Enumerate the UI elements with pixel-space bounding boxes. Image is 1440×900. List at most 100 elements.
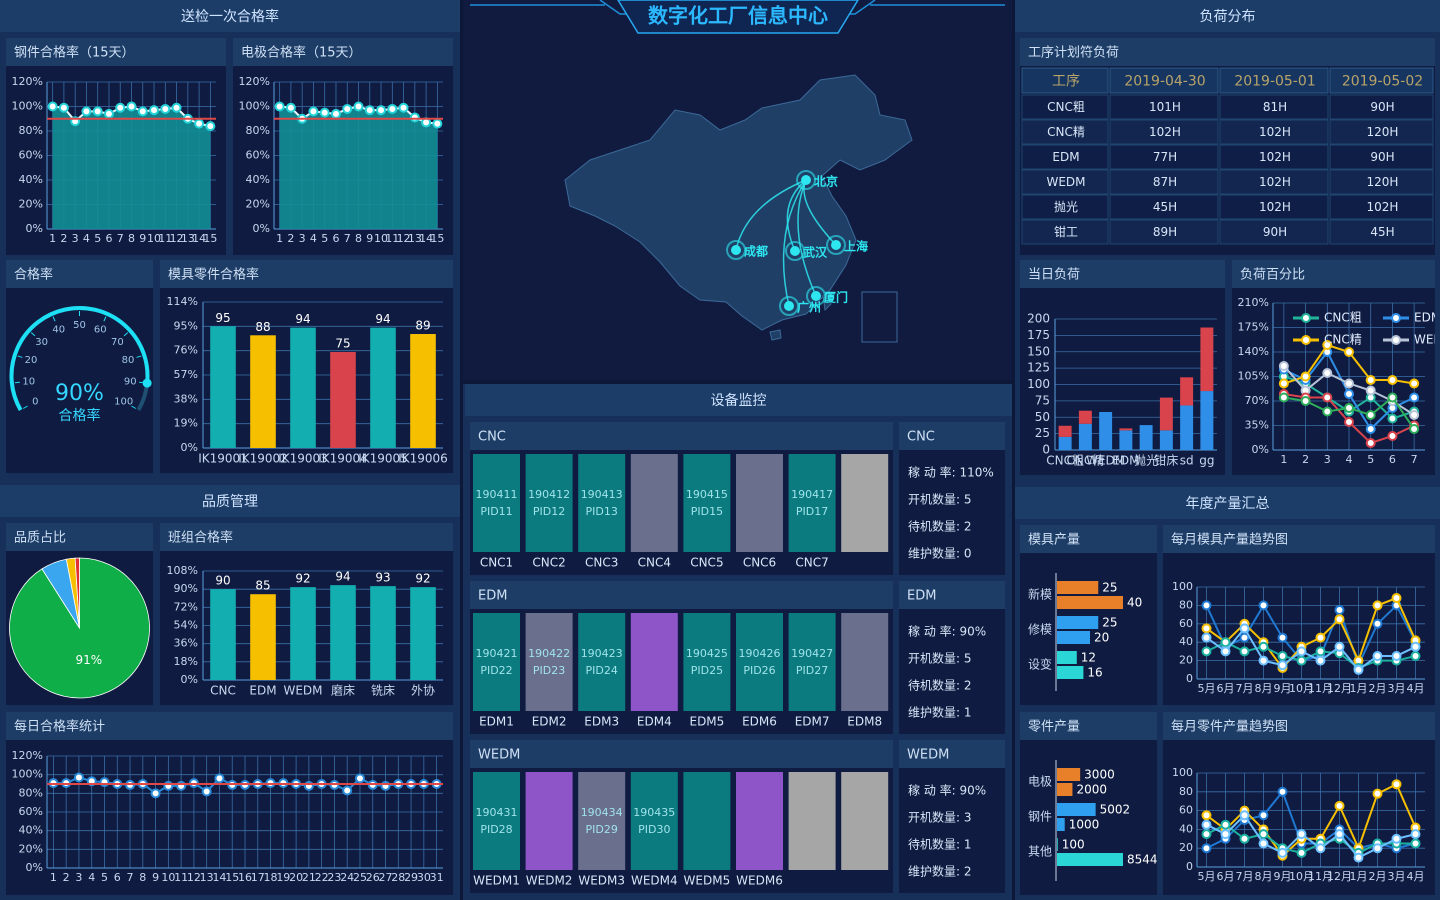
section-title: 年度产量汇总 bbox=[1186, 496, 1270, 512]
table-cell-text: 101H bbox=[1149, 100, 1181, 114]
device-tile-text: PID30 bbox=[638, 823, 670, 836]
data-point bbox=[409, 112, 420, 123]
y-tick-label: 90% bbox=[174, 582, 198, 595]
x-tick-label: 1 bbox=[276, 232, 283, 245]
device-label: CNC2 bbox=[532, 556, 565, 570]
y-tick-label: 72% bbox=[174, 600, 198, 613]
y-tick-label: 19% bbox=[174, 417, 198, 430]
y-tick-label: 175 bbox=[1027, 328, 1050, 342]
x-tick-label: IK19001 bbox=[198, 452, 248, 466]
table-cell bbox=[1329, 194, 1434, 220]
device-label: WEDM1 bbox=[473, 874, 520, 888]
data-point bbox=[1344, 403, 1354, 413]
stat-line: 开机数量: 5 bbox=[908, 651, 972, 666]
device-label: WEDM2 bbox=[526, 874, 573, 888]
gauge-tick-label: 40 bbox=[52, 324, 65, 335]
table-cell bbox=[1219, 94, 1329, 120]
device-tile bbox=[630, 772, 678, 870]
data-point bbox=[1278, 392, 1289, 403]
x-tick-label: 10 bbox=[147, 232, 161, 245]
table-cell bbox=[1021, 144, 1109, 170]
bar bbox=[210, 326, 236, 448]
data-point bbox=[1296, 655, 1307, 666]
stats-panel-header bbox=[899, 422, 1005, 450]
data-point bbox=[1239, 632, 1250, 643]
stat-line: 稼 动 率: 110% bbox=[908, 465, 994, 480]
gauge-tick-label: 50 bbox=[73, 320, 86, 331]
y-tick-label: 40% bbox=[246, 173, 270, 186]
data-point bbox=[387, 103, 398, 114]
value-label: 93 bbox=[375, 571, 390, 585]
data-point bbox=[1201, 646, 1212, 657]
data-point bbox=[1322, 368, 1333, 378]
device-tile-text: 190423 bbox=[581, 647, 623, 660]
bar-segment bbox=[1119, 428, 1133, 431]
device-tile bbox=[841, 772, 889, 870]
table-cell-text: 77H bbox=[1153, 150, 1177, 164]
value-label: 92 bbox=[295, 572, 310, 586]
table-cell-text: 102H bbox=[1259, 150, 1291, 164]
data-point bbox=[1258, 641, 1269, 652]
bar-segment bbox=[1058, 425, 1072, 437]
y-tick-label: 140% bbox=[1238, 345, 1269, 358]
table-cell-text: 102H bbox=[1259, 175, 1291, 189]
data-point bbox=[1258, 600, 1269, 611]
bar bbox=[1057, 596, 1123, 609]
data-point bbox=[1391, 593, 1402, 604]
device-tile bbox=[736, 454, 783, 552]
gauge-tick-label: 30 bbox=[35, 337, 48, 348]
bar-segment bbox=[1099, 412, 1113, 450]
y-tick-label: 0 bbox=[1186, 860, 1193, 873]
device-tile-text: 190426 bbox=[739, 647, 781, 660]
value-label: 94 bbox=[335, 570, 350, 584]
value-label: 25 bbox=[1102, 616, 1117, 630]
y-tick-label: 57% bbox=[174, 368, 198, 381]
data-point bbox=[1322, 392, 1333, 403]
data-point bbox=[330, 108, 341, 119]
x-tick-label: 12月 bbox=[1327, 870, 1352, 883]
table-cell-text: 45H bbox=[1153, 200, 1177, 214]
data-point bbox=[274, 101, 285, 112]
device-tile bbox=[788, 613, 836, 711]
stat-line: 维护数量: 1 bbox=[908, 705, 972, 720]
device-tile bbox=[578, 772, 626, 870]
value-label: 1000 bbox=[1069, 818, 1100, 832]
bar-segment bbox=[1139, 425, 1153, 450]
stats-panel-body bbox=[899, 768, 1005, 893]
y-tick-label: 120% bbox=[12, 75, 43, 88]
flight-line bbox=[797, 179, 817, 297]
data-point bbox=[1372, 843, 1383, 854]
data-point bbox=[205, 121, 216, 132]
x-tick-label: 19 bbox=[276, 871, 290, 884]
y-tick-label: 0% bbox=[26, 222, 43, 235]
table-cell bbox=[1219, 194, 1329, 220]
data-point bbox=[1322, 340, 1333, 350]
device-tile-text: PID28 bbox=[480, 823, 512, 836]
x-tick-label: 12 bbox=[397, 232, 411, 245]
device-tile-text: PID13 bbox=[586, 505, 618, 518]
device-label: CNC5 bbox=[690, 556, 723, 570]
device-tile-text: PID15 bbox=[691, 505, 723, 518]
city-label: 北京 bbox=[814, 174, 838, 189]
data-point bbox=[171, 102, 182, 113]
y-tick-label: 175% bbox=[1238, 321, 1269, 334]
y-tick-label: 35% bbox=[1245, 419, 1269, 432]
device-group-title: EDM bbox=[478, 589, 507, 604]
pie-slice bbox=[74, 557, 80, 629]
y-tick-label: 0% bbox=[253, 222, 270, 235]
data-point bbox=[1315, 655, 1326, 666]
data-point bbox=[1277, 847, 1288, 858]
table-header: 2019-04-30 bbox=[1124, 74, 1205, 90]
panel-header bbox=[1020, 38, 1435, 66]
bar bbox=[410, 334, 436, 448]
city-dot bbox=[811, 291, 821, 301]
panel-header bbox=[6, 712, 453, 740]
device-tile bbox=[473, 772, 520, 870]
device-tile-text: 190412 bbox=[528, 488, 570, 501]
device-label: EDM1 bbox=[479, 715, 514, 729]
x-tick-label: 15 bbox=[203, 232, 217, 245]
data-point bbox=[1220, 829, 1231, 840]
y-tick-label: 50 bbox=[1035, 410, 1050, 424]
x-tick-label: 11 bbox=[174, 871, 188, 884]
y-tick-label: 100 bbox=[1172, 766, 1193, 779]
